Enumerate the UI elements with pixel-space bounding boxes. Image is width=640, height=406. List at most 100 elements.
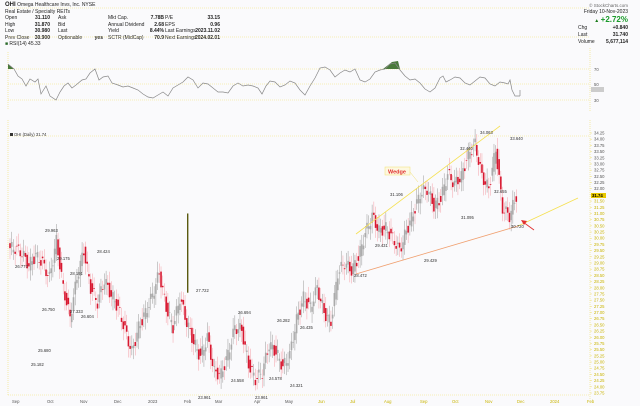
- bid-label: Bid: [58, 21, 66, 28]
- yield-value: 8.44%: [149, 28, 164, 35]
- price-annotation: 24.321: [290, 383, 303, 388]
- y-tick: 32.00: [594, 186, 605, 191]
- price-annotation: 26.435: [300, 325, 313, 330]
- y-tick: 24.00: [594, 384, 605, 389]
- high-label: High: [5, 21, 16, 28]
- x-tick: Feb: [184, 399, 192, 404]
- y-tick: 33.50: [594, 149, 605, 154]
- price-annotation: 27.333: [70, 309, 83, 314]
- open-label: Open: [5, 15, 18, 21]
- company-name: Omega Healthcare Invs, Inc. NYSE: [17, 2, 96, 8]
- symbol: OHI: [5, 2, 16, 8]
- x-tick: Dec: [517, 399, 524, 404]
- x-tick: Oct: [47, 399, 54, 404]
- y-tick: 34.00: [594, 137, 605, 142]
- y-tick: 30.75: [594, 217, 605, 222]
- low-label: Low: [5, 28, 15, 35]
- dividend-value: 2.68: [154, 21, 164, 28]
- y-tick: 24.25: [594, 378, 605, 383]
- x-tick: Dec: [114, 399, 121, 404]
- price-annotation: 29.431: [375, 243, 388, 248]
- open-value: 31.110: [34, 15, 50, 21]
- y-tick: 28.25: [594, 279, 605, 284]
- y-tick: 32.50: [594, 174, 605, 179]
- chg-value: +0.840: [612, 25, 628, 31]
- price-annotation: 26.750: [42, 307, 55, 312]
- dividend-label: Annual Dividend: [108, 21, 145, 28]
- eps-value: 0.96: [210, 21, 220, 28]
- y-tick: 25.25: [594, 353, 605, 358]
- optionable-value: yes: [94, 34, 103, 41]
- x-tick: 2023: [148, 399, 158, 404]
- x-tick: Apr: [254, 399, 261, 404]
- y-tick: 30.00: [594, 236, 605, 241]
- mkt-cap-value: 7.78B: [150, 15, 164, 21]
- pct-change: +2.72%: [600, 15, 628, 24]
- y-tick: 28.75: [594, 267, 605, 272]
- y-tick: 33.25: [594, 155, 605, 160]
- y-tick: 24.75: [594, 366, 605, 371]
- rsi-overbought-fill: [383, 61, 400, 69]
- source: © StockCharts.com: [589, 3, 628, 8]
- price-annotation: 24.558: [231, 378, 244, 383]
- y-tick: 29.25: [594, 254, 605, 259]
- price-annotation: 28.424: [97, 249, 110, 254]
- candlesticks: [9, 129, 518, 391]
- rsi-current-tag: [591, 87, 604, 92]
- y-tick: 26.25: [594, 329, 605, 334]
- price-annotation: 29.175: [57, 256, 70, 261]
- sctr-label: SCTR (MidCap): [108, 34, 144, 41]
- y-tick: 25.00: [594, 360, 605, 365]
- price-annotation: 28.472: [354, 273, 367, 278]
- last-label: Last: [58, 28, 68, 35]
- price-annotation: 31.106: [390, 192, 403, 197]
- x-tick: May: [285, 399, 294, 404]
- x-tick: Sep: [12, 399, 20, 404]
- wedge-upper-line: [355, 125, 501, 235]
- quote-summary: © StockCharts.com Friday 10-Nov-2023 ▲ +…: [578, 2, 628, 46]
- x-tick: 2024: [550, 399, 560, 404]
- x-tick: Sep: [420, 399, 428, 404]
- yield-label: Yield: [108, 28, 119, 35]
- price-annotation: 34.063: [480, 130, 493, 135]
- sector: Real Estate / Specialty REITs: [5, 8, 71, 15]
- optionable-label: Optionable: [58, 34, 83, 41]
- y-tick: 31.00: [594, 211, 605, 216]
- next-earnings-label: Next Earnings: [165, 34, 197, 41]
- y-tick: 33.75: [594, 143, 605, 148]
- volume-value: 5,677,114: [606, 39, 628, 45]
- y-tick: 31.25: [594, 205, 605, 210]
- y-tick: 26.00: [594, 335, 605, 340]
- price-annotation: 28.191: [70, 271, 83, 276]
- mkt-cap-label: Mkt Cap.: [108, 15, 129, 21]
- rsi-tick-30: 30: [594, 98, 599, 103]
- y-tick: 26.50: [594, 322, 605, 327]
- quote-right: P/E 33.15 EPS 0.96 Last Earnings 2023.11.02…: [165, 15, 220, 41]
- price-annotation: 25.680: [38, 348, 51, 353]
- y-tick: 29.50: [594, 248, 605, 253]
- x-tick: Nov: [485, 399, 493, 404]
- pe-value: 33.15: [207, 15, 220, 21]
- price-annotation: 26.282: [277, 318, 290, 323]
- y-tick: 23.75: [594, 391, 605, 396]
- y-tick: 32.75: [594, 168, 605, 173]
- y-tick: 28.00: [594, 285, 605, 290]
- x-tick: Mar: [215, 399, 223, 404]
- y-tick: 29.00: [594, 261, 605, 266]
- y-tick: 27.75: [594, 291, 605, 296]
- price-annotation: 32.440: [460, 146, 473, 151]
- chg-label: Chg: [578, 25, 588, 31]
- x-tick: Nov: [80, 399, 88, 404]
- rsi-line: [7, 62, 520, 101]
- y-tick: 24.50: [594, 372, 605, 377]
- price-annotation: 29.963: [45, 228, 58, 233]
- price-annotation: 26.604: [81, 314, 94, 319]
- y-tick: 27.25: [594, 304, 605, 309]
- y-tick: 26.75: [594, 316, 605, 321]
- price-annotations: 26.777 29.963 25.182 26.750 29.175 26.604 28.4…: [15, 130, 524, 400]
- y-tick: 25.50: [594, 347, 605, 352]
- price-legend: OHI (Daily) 31.74: [14, 132, 47, 137]
- y-tick: 28.50: [594, 273, 605, 278]
- price-annotation: 32.655: [494, 189, 507, 194]
